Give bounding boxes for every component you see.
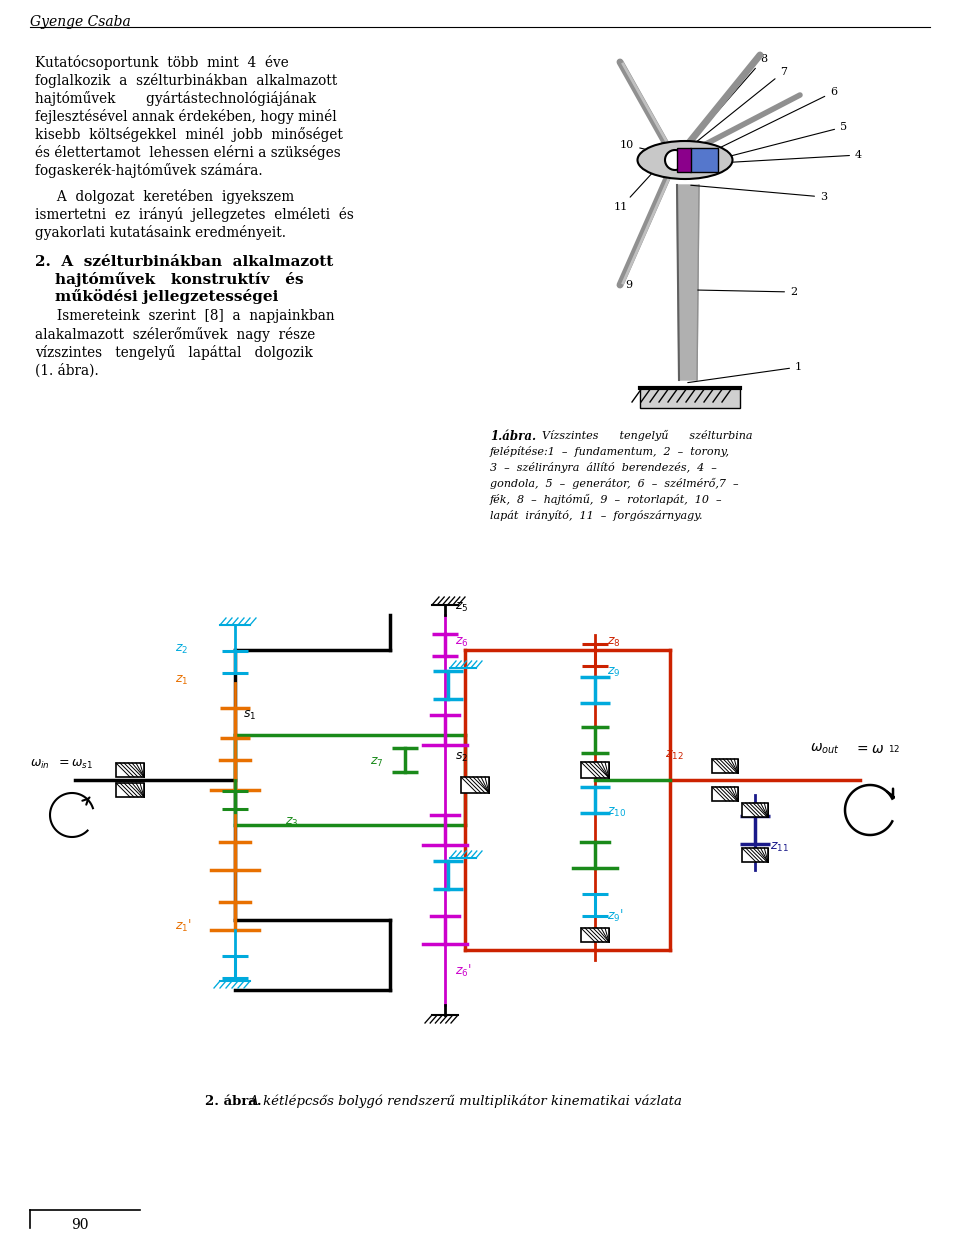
Text: Ismereteink  szerint  [8]  a  napjainkban: Ismereteink szerint [8] a napjainkban <box>35 309 335 323</box>
Text: Gyenge Csaba: Gyenge Csaba <box>30 15 131 29</box>
Text: $z_2$: $z_2$ <box>175 643 188 656</box>
Text: felépítése:1  –  fundamentum,  2  –  torony,: felépítése:1 – fundamentum, 2 – torony, <box>490 446 730 457</box>
Text: $z_3$: $z_3$ <box>285 817 299 829</box>
Text: Vízszintes      tengelyű      szélturbina: Vízszintes tengelyű szélturbina <box>542 429 753 441</box>
Text: foglalkozik  a  szélturbinákban  alkalmazott: foglalkozik a szélturbinákban alkalmazot… <box>35 73 337 88</box>
Text: 2. ábra.: 2. ábra. <box>205 1095 262 1108</box>
Text: $z_8$: $z_8$ <box>607 635 620 649</box>
Text: $z_7$: $z_7$ <box>370 756 383 769</box>
Text: 6: 6 <box>708 87 837 154</box>
Text: $z_1$': $z_1$' <box>175 918 192 934</box>
Text: $\omega_{out}$: $\omega_{out}$ <box>810 742 840 757</box>
Text: hajtóművek   konstruktív   és: hajtóművek konstruktív és <box>55 272 303 287</box>
Bar <box>690 148 718 172</box>
Text: 1.ábra.: 1.ábra. <box>490 429 536 443</box>
Text: $=\omega_{s1}$: $=\omega_{s1}$ <box>56 758 93 771</box>
Text: 8: 8 <box>677 55 767 158</box>
Text: $z_9$: $z_9$ <box>607 666 620 679</box>
Text: fogaskerék-hajtóművek számára.: fogaskerék-hajtóművek számára. <box>35 163 263 177</box>
Text: ismertetni  ez  irányú  jellegzetes  elméleti  és: ismertetni ez irányú jellegzetes elmélet… <box>35 207 354 222</box>
Text: 11: 11 <box>614 172 653 212</box>
Text: gyakorlati kutatásaink eredményeit.: gyakorlati kutatásaink eredményeit. <box>35 225 286 240</box>
Bar <box>640 388 740 408</box>
Text: hajtóművek       gyártástechnológiájának: hajtóművek gyártástechnológiájának <box>35 91 316 105</box>
Bar <box>742 848 768 862</box>
Text: 5: 5 <box>718 122 847 159</box>
Circle shape <box>665 150 685 170</box>
Text: $z_6$': $z_6$' <box>455 963 471 979</box>
Text: kisebb  költségekkel  minél  jobb  minőséget: kisebb költségekkel minél jobb minőséget <box>35 127 343 141</box>
Text: $=\omega$: $=\omega$ <box>854 742 884 756</box>
Text: $z_{10}$: $z_{10}$ <box>607 805 626 819</box>
Text: működési jellegzetességei: működési jellegzetességei <box>55 289 278 304</box>
Text: 90: 90 <box>71 1217 88 1232</box>
Text: fejlesztésével annak érdekében, hogy minél: fejlesztésével annak érdekében, hogy min… <box>35 109 337 124</box>
Text: Kutatócsoportunk  több  mint  4  éve: Kutatócsoportunk több mint 4 éve <box>35 55 289 69</box>
Text: 2.  A  szélturbinákban  alkalmazott: 2. A szélturbinákban alkalmazott <box>35 254 333 269</box>
Bar <box>712 787 738 800</box>
Text: 9: 9 <box>625 280 632 290</box>
Bar <box>116 763 144 777</box>
Text: lapát  irányító,  11  –  forgószárnyagy.: lapát irányító, 11 – forgószárnyagy. <box>490 510 703 521</box>
Bar <box>581 762 609 778</box>
Text: 10: 10 <box>620 140 655 151</box>
Text: $z_9$': $z_9$' <box>607 908 624 925</box>
Bar <box>742 803 768 817</box>
Polygon shape <box>677 185 699 380</box>
Text: 3: 3 <box>691 185 828 202</box>
Ellipse shape <box>637 141 732 179</box>
Text: vízszintes   tengelyű   lapáttal   dolgozik: vízszintes tengelyű lapáttal dolgozik <box>35 345 313 360</box>
Bar <box>581 928 609 942</box>
Text: $z_{12}$: $z_{12}$ <box>665 750 684 762</box>
Text: $z_{11}$: $z_{11}$ <box>770 841 789 854</box>
Text: és élettertamot  lehessen elérni a szükséges: és élettertamot lehessen elérni a szüksé… <box>35 145 341 160</box>
Bar <box>677 148 691 172</box>
Text: $z_6$: $z_6$ <box>455 635 468 649</box>
Bar <box>712 759 738 773</box>
Text: $_{12}$: $_{12}$ <box>888 742 900 755</box>
Text: $z_1$: $z_1$ <box>175 674 188 688</box>
Text: alakalmazott  szélerőművek  nagy  része: alakalmazott szélerőművek nagy része <box>35 326 315 343</box>
Text: gondola,  5  –  generátor,  6  –  szélmérő,7  –: gondola, 5 – generátor, 6 – szélmérő,7 – <box>490 478 738 489</box>
Text: $s_1$: $s_1$ <box>243 709 256 722</box>
Text: 4: 4 <box>721 150 862 163</box>
Bar <box>461 777 489 793</box>
Text: A kétlépcsős bolygó rendszerű multiplikátor kinematikai vázlata: A kétlépcsős bolygó rendszerű multipliká… <box>245 1095 682 1108</box>
Text: 3  –  szélirányra  állító  berendezés,  4  –: 3 – szélirányra állító berendezés, 4 – <box>490 462 717 473</box>
Text: A  dolgozat  keretében  igyekszem: A dolgozat keretében igyekszem <box>35 189 295 204</box>
Text: 7: 7 <box>683 67 787 153</box>
Text: $\omega_{in}$: $\omega_{in}$ <box>30 758 50 771</box>
Text: $z_5$: $z_5$ <box>455 601 468 614</box>
Text: (1. ábra).: (1. ábra). <box>35 364 99 377</box>
Bar <box>116 783 144 797</box>
Text: $s_2$: $s_2$ <box>455 751 468 764</box>
Text: 2: 2 <box>698 287 797 297</box>
Text: 1: 1 <box>687 362 803 382</box>
Text: fék,  8  –  hajtómű,  9  –  rotorlapát,  10  –: fék, 8 – hajtómű, 9 – rotorlapát, 10 – <box>490 494 723 505</box>
